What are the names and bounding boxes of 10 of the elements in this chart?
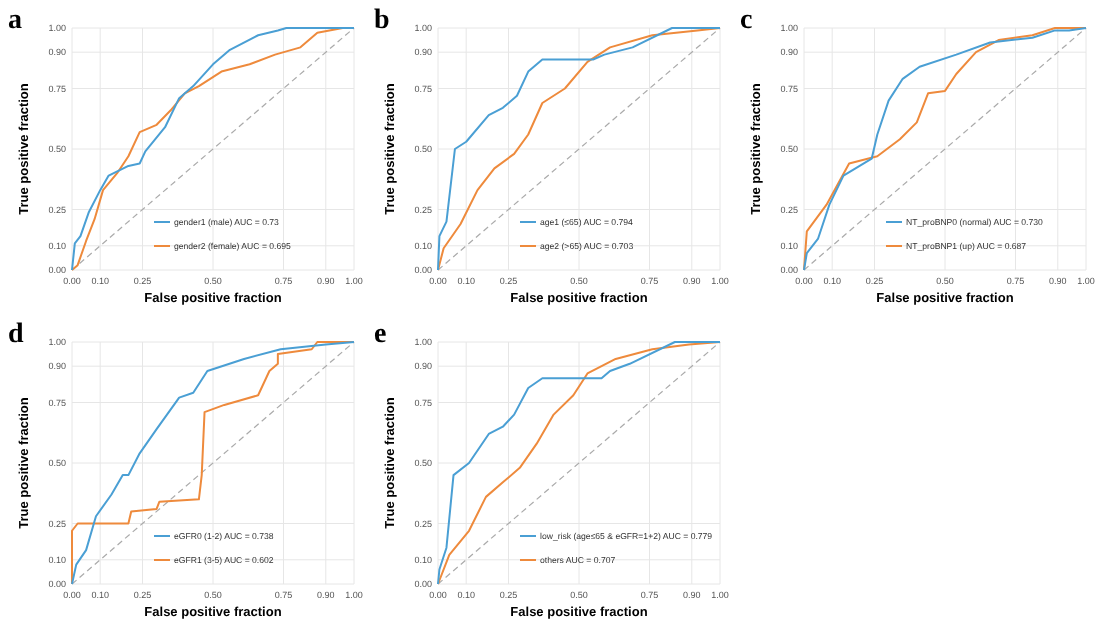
line-series [71, 341, 355, 585]
chart-title: b [374, 6, 390, 36]
chart-title: e [374, 320, 387, 350]
line-series [437, 341, 721, 585]
chart-title: a [8, 6, 22, 36]
line-series [71, 27, 355, 271]
line-series [803, 27, 1087, 271]
line-series [437, 27, 721, 271]
chart-title: c [740, 6, 753, 36]
chart-title: d [8, 320, 24, 350]
